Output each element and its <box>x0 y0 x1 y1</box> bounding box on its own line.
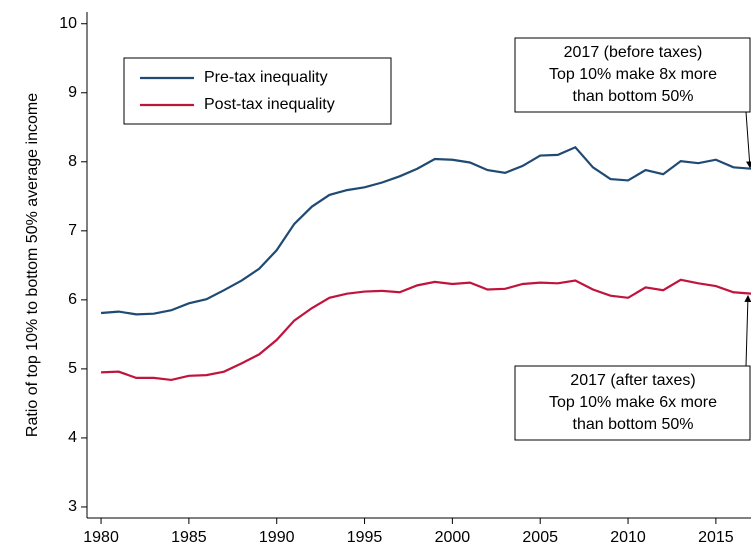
x-tick-label: 1995 <box>347 529 383 546</box>
y-tick-label: 7 <box>68 222 77 239</box>
annotation-box <box>514 37 751 113</box>
annotation: 2017 (after taxes) Top 10% make 6x more th… <box>514 294 751 441</box>
legend-label: Pre-tax inequality <box>204 69 328 86</box>
x-tick-label: 1980 <box>83 529 119 546</box>
y-tick-label: 9 <box>68 84 77 101</box>
annotation-arrow <box>745 111 751 169</box>
series-line <box>101 278 751 382</box>
y-tick-label: 10 <box>59 15 77 32</box>
annotation-text: Top 10% make 8x more <box>549 66 717 83</box>
annotation-text: than bottom 50% <box>573 416 694 433</box>
x-tick-label: 2010 <box>610 529 646 546</box>
annotation-text: than bottom 50% <box>573 88 694 105</box>
annotation-text: 2017 (after taxes) <box>570 372 695 389</box>
y-axis-label: Ratio of top 10% to bottom 50% average i… <box>24 93 41 437</box>
legend-label: Post-tax inequality <box>204 96 335 113</box>
annotation-text: 2017 (before taxes) <box>564 44 703 61</box>
y-tick-label: 6 <box>68 291 77 308</box>
y-tick-label: 3 <box>68 498 77 515</box>
y-tick-label: 4 <box>68 429 77 446</box>
x-tick-label: 2000 <box>435 529 471 546</box>
y-tick-label: 5 <box>68 360 77 377</box>
annotation-box <box>514 365 751 441</box>
legend-box <box>123 57 392 125</box>
annotation-text: Top 10% make 6x more <box>549 394 717 411</box>
legend: Pre-tax inequality Post-tax inequality <box>123 57 392 125</box>
x-tick-label: 2015 <box>698 529 734 546</box>
series-line <box>100 145 751 316</box>
x-tick-label: 1990 <box>259 529 295 546</box>
x-tick-label: 2005 <box>522 529 558 546</box>
x-tick-label: 1985 <box>171 529 207 546</box>
annotation-arrow <box>744 294 751 367</box>
y-tick-label: 8 <box>68 153 77 170</box>
annotation: 2017 (before taxes) Top 10% make 8x more t… <box>514 37 751 169</box>
